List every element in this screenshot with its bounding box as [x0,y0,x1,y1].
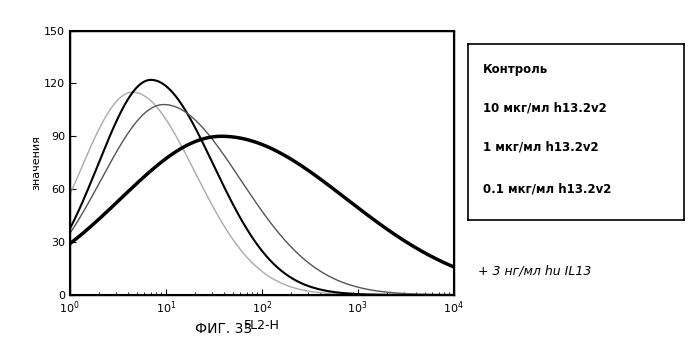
X-axis label: FL2-H: FL2-H [244,319,280,332]
Y-axis label: значения: значения [31,135,41,190]
Text: 10 мкг/мл h13.2v2: 10 мкг/мл h13.2v2 [483,102,607,115]
Text: Контроль: Контроль [483,63,548,76]
Text: 1 мкг/мл h13.2v2: 1 мкг/мл h13.2v2 [483,140,598,153]
Text: ФИГ. 33: ФИГ. 33 [195,322,252,336]
Text: + 3 нг/мл hu IL13: + 3 нг/мл hu IL13 [478,264,591,277]
Text: 0.1 мкг/мл h13.2v2: 0.1 мкг/мл h13.2v2 [483,183,611,196]
